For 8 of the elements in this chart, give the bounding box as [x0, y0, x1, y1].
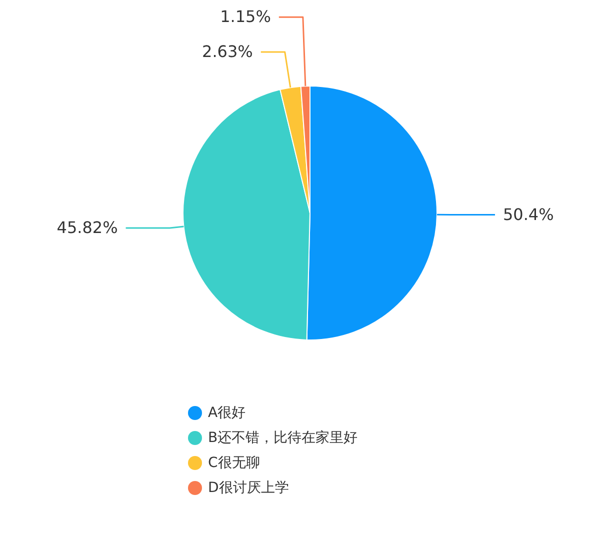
- legend-label: D很讨厌上学: [208, 478, 289, 496]
- data-label: 50.4%: [502, 204, 554, 224]
- data-label: 1.15%: [220, 7, 271, 26]
- legend-label: C很无聊: [208, 454, 260, 472]
- legend-label: B还不错，比待在家里好: [208, 428, 358, 446]
- data-label: 2.63%: [202, 42, 253, 61]
- data-label: 45.82%: [56, 218, 118, 237]
- legend-label: A很好: [208, 404, 246, 422]
